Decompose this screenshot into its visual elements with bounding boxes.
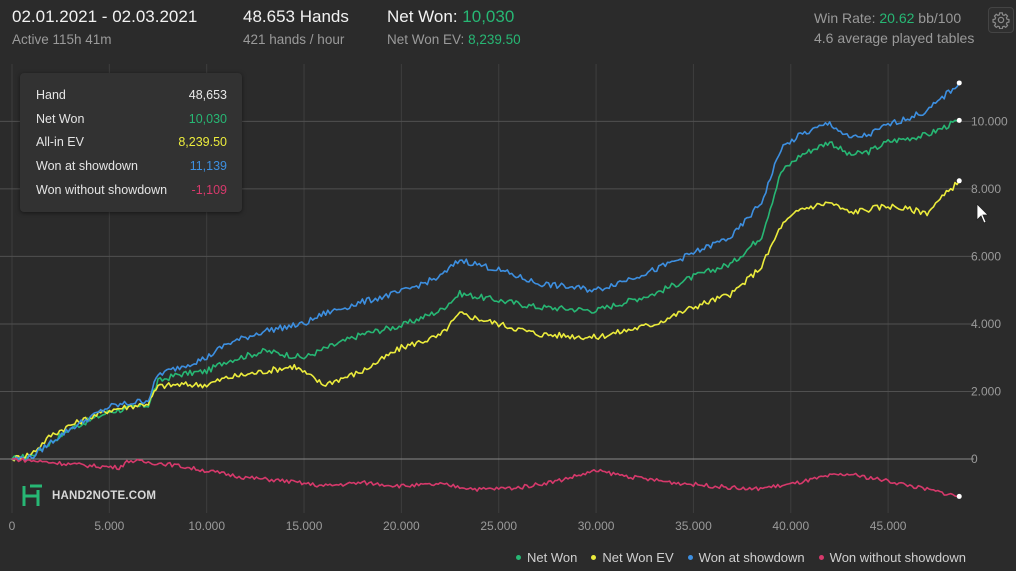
x-tick-label: 20.000 bbox=[383, 519, 420, 533]
legend-label: Won without showdown bbox=[829, 550, 966, 565]
header-stats: Win Rate: 20.62 bb/100 4.6 average playe… bbox=[814, 8, 974, 48]
average-tables: 4.6 average played tables bbox=[814, 30, 975, 46]
legend-swatch bbox=[516, 555, 522, 560]
y-tick-label: 2.000 bbox=[971, 384, 1001, 398]
series-line-net-won bbox=[11, 119, 960, 462]
legend-swatch bbox=[591, 555, 597, 560]
chart-legend: Net Won Net Won EV Won at showdown Won w… bbox=[502, 550, 966, 565]
header-left: 02.01.2021 - 02.03.2021 Active 115h 41m bbox=[12, 7, 197, 49]
hands-per-hour: 421 hands / hour bbox=[243, 32, 345, 47]
win-rate-unit: bb/100 bbox=[918, 10, 962, 26]
x-tick-label: 30.000 bbox=[578, 519, 615, 533]
net-won-label: Net Won: bbox=[387, 7, 458, 26]
series-line-net-won-ev bbox=[11, 180, 960, 462]
tooltip-won-showdown-label: Won at showdown bbox=[36, 159, 138, 173]
series-endpoint-net-won bbox=[956, 117, 962, 123]
legend-item-net-won[interactable]: Net Won bbox=[516, 550, 577, 565]
y-tick-label: 6.000 bbox=[971, 249, 1001, 263]
y-tick-label: 4.000 bbox=[971, 317, 1001, 331]
net-won-ev-value: 8,239.50 bbox=[468, 32, 521, 47]
legend-label: Won at showdown bbox=[698, 550, 805, 565]
x-tick-label: 0 bbox=[9, 519, 16, 533]
tooltip-hand-value: 48,653 bbox=[188, 88, 227, 102]
hands-count: 48.653 Hands bbox=[243, 7, 349, 26]
active-time: Active 115h 41m bbox=[12, 32, 112, 47]
date-range: 02.01.2021 - 02.03.2021 bbox=[12, 7, 198, 26]
tooltip-row-won-without-showdown: Won without showdown -1,109 bbox=[36, 183, 227, 197]
legend-swatch bbox=[818, 555, 824, 560]
tooltip-row-hand: Hand 48,653 bbox=[36, 88, 227, 102]
logo-text: HAND2NOTE.COM bbox=[52, 490, 157, 502]
header-hands: 48.653 Hands 421 hands / hour bbox=[243, 7, 349, 49]
settings-button[interactable] bbox=[988, 7, 1014, 33]
header-net-won: Net Won: 10,030 Net Won EV: 8,239.50 bbox=[387, 7, 521, 49]
net-won-value: 10,030 bbox=[462, 7, 515, 26]
tooltip-net-won-value: 10,030 bbox=[188, 112, 227, 126]
y-tick-label: 0 bbox=[971, 452, 978, 466]
legend-item-won-at-showdown[interactable]: Won at showdown bbox=[687, 550, 805, 565]
legend-item-net-won-ev[interactable]: Net Won EV bbox=[591, 550, 674, 565]
tooltip-row-net-won: Net Won 10,030 bbox=[36, 112, 227, 126]
net-won-ev-label: Net Won EV: bbox=[387, 32, 465, 47]
series-line-won-without-showdown bbox=[11, 457, 960, 498]
x-tick-label: 35.000 bbox=[675, 519, 712, 533]
tooltip-row-won-showdown: Won at showdown 11,139 bbox=[36, 159, 227, 173]
y-tick-label: 10.000 bbox=[971, 114, 1008, 128]
legend-swatch bbox=[687, 555, 693, 560]
x-tick-label: 10.000 bbox=[188, 519, 225, 533]
legend-item-won-without-showdown[interactable]: Won without showdown bbox=[818, 550, 966, 565]
x-tick-label: 25.000 bbox=[480, 519, 517, 533]
series-endpoint-won-at-showdown bbox=[956, 80, 962, 86]
tooltip-won-without-showdown-label: Won without showdown bbox=[36, 183, 168, 197]
net-won-ev-summary: Net Won EV: 8,239.50 bbox=[387, 31, 521, 49]
win-rate-value: 20.62 bbox=[879, 10, 915, 26]
x-tick-label: 40.000 bbox=[772, 519, 809, 533]
net-won-summary: Net Won: 10,030 bbox=[387, 7, 521, 27]
series-endpoint-won-without-showdown bbox=[956, 493, 962, 499]
logo: HAND2NOTE.COM bbox=[22, 484, 156, 508]
tooltip-won-without-showdown-value: -1,109 bbox=[191, 183, 227, 197]
win-rate-label: Win Rate: bbox=[814, 10, 876, 26]
tooltip-hand-label: Hand bbox=[36, 88, 66, 102]
win-rate: Win Rate: 20.62 bb/100 bbox=[814, 8, 974, 28]
tooltip-allin-ev-value: 8,239.50 bbox=[178, 135, 227, 149]
gear-icon bbox=[992, 12, 1010, 29]
x-tick-label: 5.000 bbox=[94, 519, 124, 533]
hand2note-logo-icon bbox=[22, 484, 42, 506]
tooltip-row-allin-ev: All-in EV 8,239.50 bbox=[36, 135, 227, 149]
x-tick-label: 15.000 bbox=[286, 519, 323, 533]
hover-tooltip: Hand 48,653 Net Won 10,030 All-in EV 8,2… bbox=[20, 73, 242, 212]
y-tick-label: 8.000 bbox=[971, 182, 1001, 196]
mouse-cursor-icon bbox=[976, 203, 989, 224]
x-tick-label: 45.000 bbox=[870, 519, 907, 533]
tooltip-net-won-label: Net Won bbox=[36, 112, 85, 126]
legend-label: Net Won bbox=[527, 550, 578, 565]
legend-label: Net Won EV bbox=[602, 550, 674, 565]
series-endpoint-net-won-ev bbox=[956, 178, 962, 184]
tooltip-allin-ev-label: All-in EV bbox=[36, 135, 84, 149]
tooltip-won-showdown-value: 11,139 bbox=[189, 159, 227, 173]
series-line-won-at-showdown bbox=[11, 82, 960, 462]
